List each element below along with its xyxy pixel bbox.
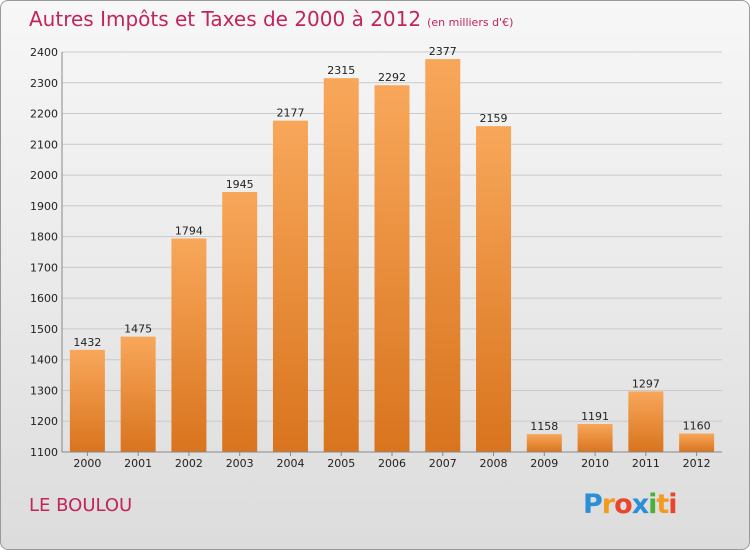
x-tick-label: 2003 <box>226 457 254 470</box>
bar-2011 <box>628 391 664 452</box>
value-label: 2315 <box>327 64 355 77</box>
value-label: 1475 <box>124 323 152 336</box>
bar-2012 <box>679 433 715 452</box>
y-tick-label: 1100 <box>30 446 58 459</box>
chart-title: Autres Impôts et Taxes de 2000 à 2012 (en… <box>29 7 513 31</box>
x-tick-label: 2010 <box>581 457 609 470</box>
x-tick-label: 2006 <box>378 457 406 470</box>
y-tick-label: 1900 <box>30 200 58 213</box>
x-tick-label: 2000 <box>73 457 101 470</box>
value-label: 2177 <box>276 107 304 120</box>
x-tick-label: 2012 <box>683 457 711 470</box>
logo-letter: P <box>583 489 603 520</box>
value-label: 1297 <box>632 377 660 390</box>
bar-2010 <box>577 424 613 452</box>
x-tick-label: 2008 <box>480 457 508 470</box>
y-tick-label: 1500 <box>30 323 58 336</box>
bar-2007 <box>425 59 461 452</box>
x-tick-label: 2001 <box>124 457 152 470</box>
value-label: 1945 <box>226 178 254 191</box>
y-tick-label: 2400 <box>30 46 58 59</box>
x-tick-label: 2002 <box>175 457 203 470</box>
logo-letter: x <box>631 489 649 520</box>
x-tick-label: 2005 <box>327 457 355 470</box>
value-label: 2292 <box>378 71 406 84</box>
y-tick-label: 2300 <box>30 77 58 90</box>
value-label: 1191 <box>581 410 609 423</box>
bar-2006 <box>374 85 410 452</box>
y-tick-label: 1400 <box>30 354 58 367</box>
bars: 1432 1475 1794 1945 2177 2315 2292 2377 2159 1158… <box>69 45 715 453</box>
title-text: Autres Impôts et Taxes de 2000 à 2012 <box>29 7 422 31</box>
logo-letter: t <box>656 489 669 520</box>
bar-2001 <box>120 336 156 452</box>
bar-2008 <box>476 126 512 453</box>
x-tick-label: 2007 <box>429 457 457 470</box>
bar-2005 <box>323 78 359 453</box>
y-tick-label: 2200 <box>30 108 58 121</box>
proxiti-logo[interactable]: Proxiti <box>583 489 678 520</box>
axes: 1100 1200 1300 1400 1500 1600 1700 1800 1900 2000… <box>30 46 722 470</box>
y-tick-label: 1700 <box>30 261 58 274</box>
value-label: 1432 <box>73 336 101 349</box>
value-label: 2377 <box>429 45 457 58</box>
commune-name: LE BOULOU <box>29 495 133 516</box>
value-label: 1160 <box>683 420 711 433</box>
logo-letter: o <box>614 489 633 520</box>
value-label: 1158 <box>530 420 558 433</box>
value-label: 1794 <box>175 224 203 237</box>
y-tick-label: 1300 <box>30 384 58 397</box>
bar-2000 <box>69 349 105 452</box>
y-tick-label: 1800 <box>30 231 58 244</box>
x-tick-label: 2009 <box>530 457 558 470</box>
x-tick-label: 2004 <box>276 457 304 470</box>
y-tick-label: 2100 <box>30 138 58 151</box>
logo-letter: i <box>648 489 657 520</box>
bar-2009 <box>526 434 562 452</box>
logo-letter: r <box>601 489 615 520</box>
value-label: 2159 <box>480 112 508 125</box>
bar-2002 <box>171 238 207 452</box>
bar-2004 <box>272 120 308 452</box>
y-tick-label: 2000 <box>30 169 58 182</box>
y-tick-label: 1600 <box>30 292 58 305</box>
y-tick-label: 1200 <box>30 415 58 428</box>
bar-2003 <box>222 192 258 452</box>
x-tick-label: 2011 <box>632 457 660 470</box>
title-unit: (en milliers d'€) <box>427 16 514 29</box>
bar-chart: 1432 1475 1794 1945 2177 2315 2292 2377 2159 1158… <box>30 45 722 470</box>
logo-letter: i <box>668 489 677 520</box>
